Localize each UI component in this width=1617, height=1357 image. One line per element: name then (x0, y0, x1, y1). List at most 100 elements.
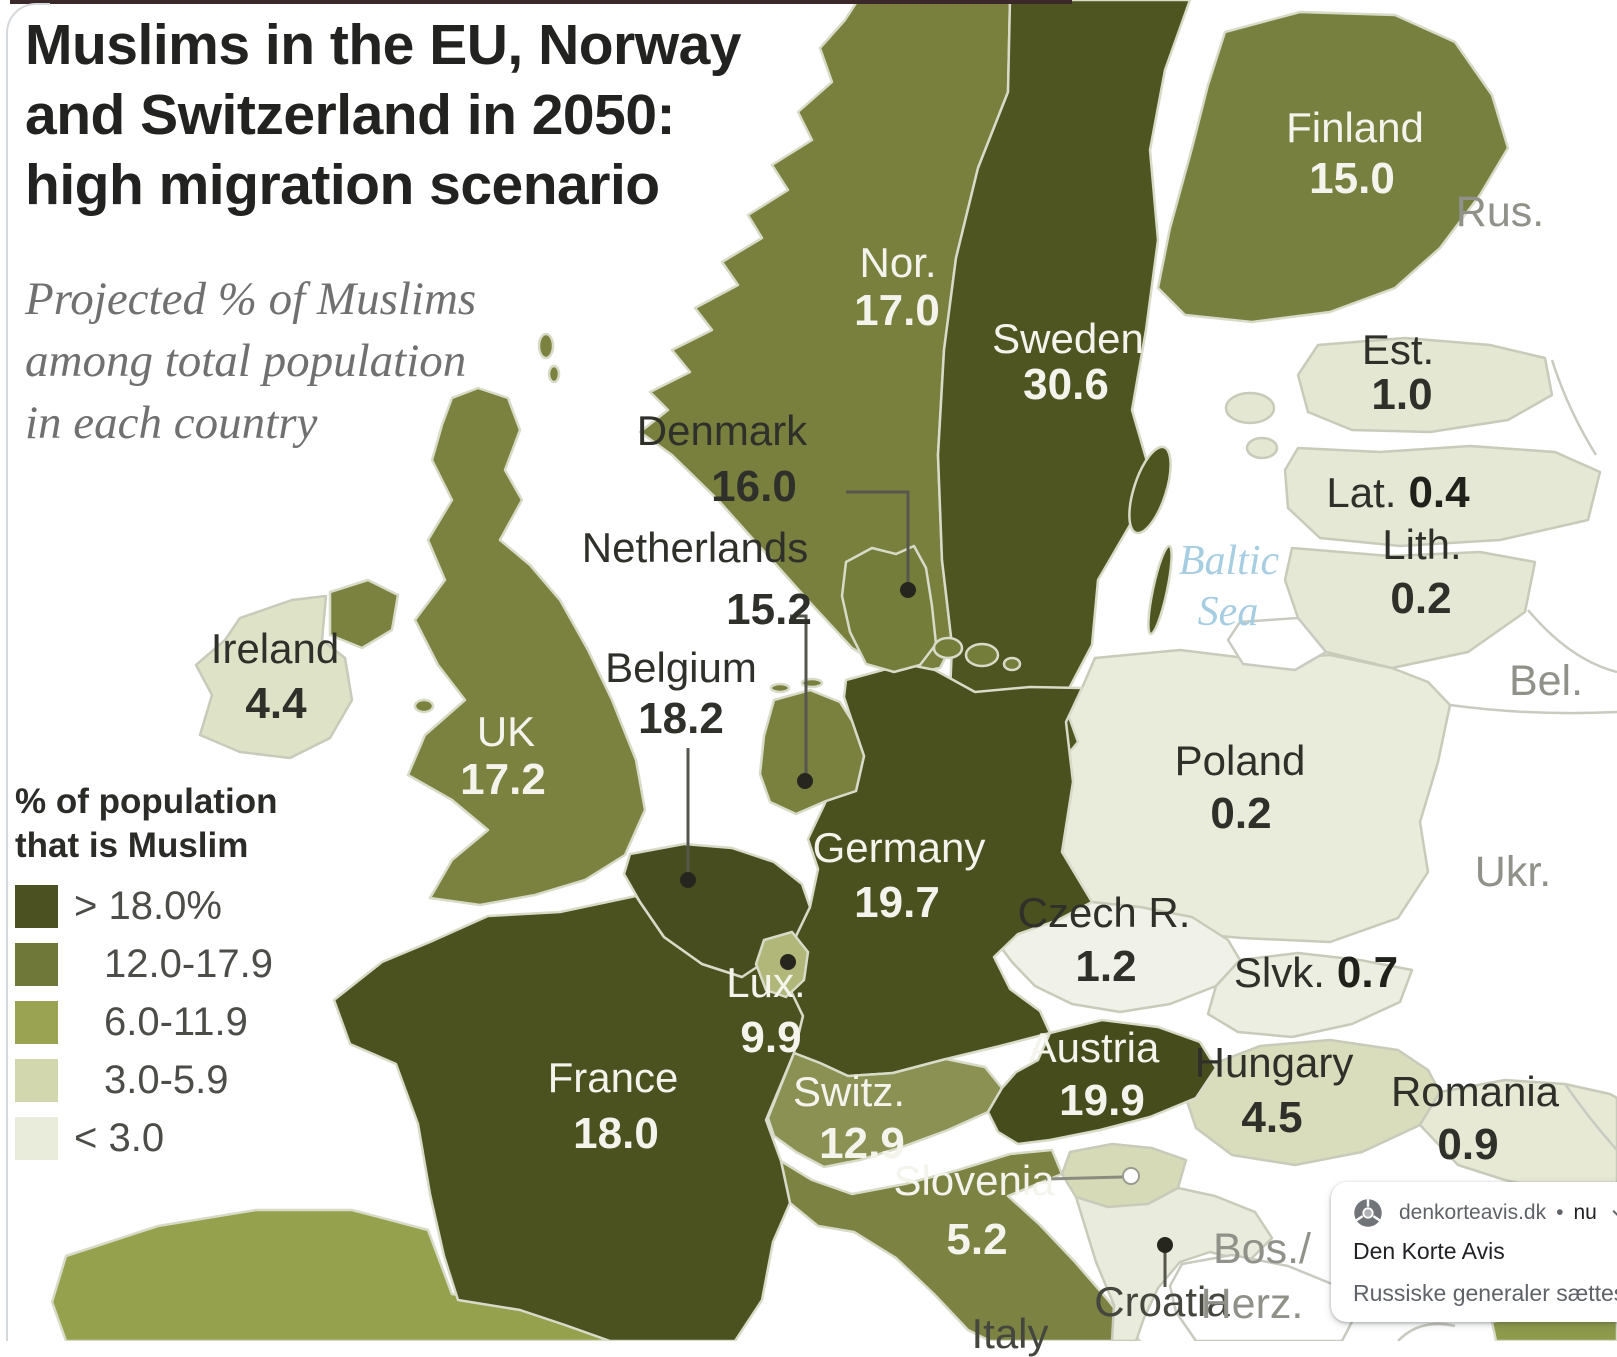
island-gotland (1128, 445, 1172, 535)
label-norway-value: 17.0 (854, 286, 940, 335)
label-slovakia-value: 0.7 (1336, 948, 1399, 997)
label-switzerland-value: 12.9 (819, 1119, 905, 1168)
title-line-3: high migration scenario (25, 153, 660, 217)
label-denmark-value: 16.0 (711, 462, 797, 511)
leader-denmark (846, 490, 910, 584)
notification-title[interactable]: Den Korte Avis (1353, 1238, 1505, 1264)
notification-card[interactable]: denkorteavis.dk • nu Den Korte Avis Russ… (1331, 1182, 1617, 1322)
label-france-value: 18.0 (573, 1109, 659, 1158)
frisian-island (769, 682, 791, 694)
notification-source: denkorteavis.dk (1399, 1201, 1547, 1224)
baltic-sea-label-line-2: Sea (1197, 589, 1259, 635)
dot-denmark (900, 582, 916, 598)
label-slovenia-name: Slovenia (893, 1157, 1055, 1204)
legend-swatch-gt18 (15, 884, 58, 928)
notification-body[interactable]: Russiske generaler sættes ud (1353, 1280, 1617, 1306)
label-france-name: France (547, 1054, 679, 1101)
country-latvia-shape (1283, 444, 1602, 548)
country-finland-shape (1156, 10, 1510, 324)
country-sweden-shape (936, 0, 1192, 790)
baltic-sea-label-line-1: Baltic (1178, 538, 1280, 584)
legend-label-12-17: 12.0-17.9 (104, 941, 274, 986)
notification-header: denkorteavis.dk • nu (1353, 1198, 1617, 1228)
label-belgium-value: 18.2 (638, 694, 724, 743)
border-serbia (1397, 1322, 1456, 1341)
country-lithuania-shape (1283, 546, 1537, 670)
title-line-1: Muslims in the EU, Norway (25, 13, 741, 77)
subtitle-line-2: among total population (25, 335, 467, 387)
legend-title: % of population that is Muslim (15, 780, 277, 868)
legend-swatch-6-11 (15, 1000, 58, 1044)
estonia-island (1224, 391, 1276, 425)
border-russia (1550, 359, 1598, 456)
border-ukraine (1449, 703, 1617, 715)
label-uk-name: UK (476, 708, 536, 755)
label-estonia-value: 1.0 (1371, 370, 1433, 419)
label-sweden-name: Sweden (992, 315, 1144, 362)
label-germany-name: Germany (812, 824, 986, 871)
country-bosnia-shape (1168, 1253, 1358, 1341)
label-ireland-name: Ireland (210, 625, 340, 672)
legend-item-12-17: 12.0-17.9 (15, 942, 277, 986)
label-slovakia-name: Slvk. (1233, 949, 1325, 996)
legend-swatch-12-17 (15, 942, 58, 986)
label-austria-value: 19.9 (1059, 1076, 1145, 1125)
country-italy-shape (779, 1148, 1142, 1341)
label-sweden-value: 30.6 (1023, 360, 1109, 409)
legend-label-3-5: 3.0-5.9 (104, 1057, 229, 1102)
legend-item-3-5: 3.0-5.9 (15, 1058, 277, 1102)
legend-label-6-11: 6.0-11.9 (104, 999, 248, 1044)
border-moldova (1563, 1083, 1617, 1151)
legend-item-lt3: < 3.0 (15, 1116, 277, 1160)
media-top-edge (10, 0, 1072, 4)
label-luxembourg-name: Lux. (726, 959, 806, 1006)
legend-swatch-3-5 (15, 1058, 58, 1102)
label-belarus: Bel. (1508, 657, 1584, 705)
dot-luxembourg (780, 954, 796, 970)
label-netherlands-value: 15.2 (726, 585, 812, 634)
label-russia: Rus. (1455, 188, 1545, 236)
label-lithuania-value: 0.2 (1390, 574, 1452, 623)
card-left-border (6, 40, 8, 1341)
border-belarus (1527, 609, 1617, 674)
label-switzerland-name: Switz. (792, 1068, 906, 1115)
region-kaliningrad-shape (1226, 616, 1328, 672)
label-norway-name: Nor. (859, 239, 937, 286)
chrome-icon (1354, 1199, 1382, 1227)
label-poland-name: Poland (1174, 737, 1306, 784)
leader-slovenia (1045, 1175, 1124, 1181)
label-hungary-name: Hungary (1194, 1039, 1354, 1086)
label-finland-value: 15.0 (1309, 154, 1395, 203)
country-austria-shape (986, 1018, 1218, 1146)
country-uk-shape (406, 386, 647, 907)
region-northern-ireland-shape (328, 578, 400, 650)
page-subtitle: Projected % of Muslims among total popul… (25, 268, 476, 454)
legend-title-line-2: that is Muslim (15, 826, 249, 865)
estonia-island-2 (1245, 436, 1279, 460)
label-ireland-value: 4.4 (245, 679, 307, 728)
label-romania-name: Romania (1390, 1068, 1560, 1115)
country-romania-shape (1418, 1078, 1617, 1202)
label-hungary-value: 4.5 (1241, 1093, 1303, 1142)
island-shetland (537, 332, 555, 360)
danish-island-2 (964, 642, 1000, 668)
label-luxembourg-value: 9.9 (740, 1013, 802, 1062)
dot-belgium (680, 872, 696, 888)
island-shetland-2 (547, 364, 561, 384)
title-line-2: and Switzerland in 2050: (25, 83, 676, 147)
country-croatia-shape (1074, 1186, 1274, 1341)
label-czech-value: 1.2 (1075, 942, 1137, 991)
island-oland (1147, 544, 1173, 636)
chevron-down-icon[interactable] (1612, 1201, 1617, 1221)
label-lithuania-name: Lith. (1382, 521, 1462, 568)
legend-title-line-1: % of population (15, 782, 278, 821)
legend-label-lt3: < 3.0 (74, 1115, 165, 1160)
label-czech-name: Czech R. (1017, 889, 1191, 936)
label-bosnia-line-2: Herz. (1200, 1280, 1304, 1328)
subtitle-line-1: Projected % of Muslims (25, 273, 477, 325)
label-denmark-name: Denmark (636, 407, 808, 454)
label-germany-value: 19.7 (854, 878, 940, 927)
card-corner-border (6, 3, 50, 47)
dot-slovenia (1122, 1167, 1140, 1185)
label-ukraine: Ukr. (1474, 848, 1552, 896)
